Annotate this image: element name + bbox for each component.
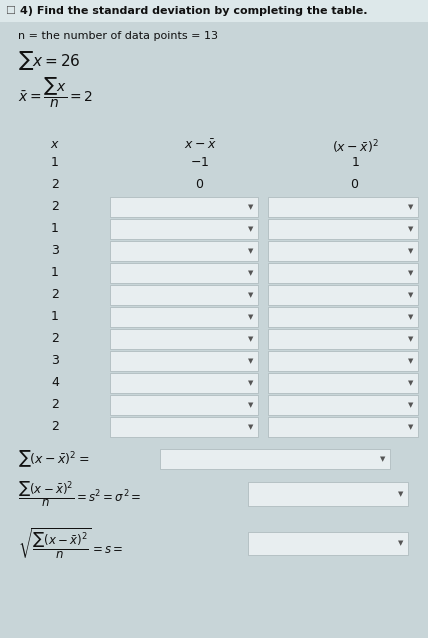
FancyBboxPatch shape <box>268 329 418 349</box>
Text: ▼: ▼ <box>248 226 254 232</box>
FancyBboxPatch shape <box>248 532 408 555</box>
Text: ▼: ▼ <box>248 270 254 276</box>
Text: $\dfrac{\sum(x - \bar{x})^2}{n} = s^2 = \sigma^2 =$: $\dfrac{\sum(x - \bar{x})^2}{n} = s^2 = … <box>18 479 142 509</box>
FancyBboxPatch shape <box>268 395 418 415</box>
Text: $x - \bar{x}$: $x - \bar{x}$ <box>184 138 216 151</box>
Text: 1: 1 <box>51 311 59 323</box>
FancyBboxPatch shape <box>268 219 418 239</box>
Text: $1$: $1$ <box>351 156 360 170</box>
Text: ▼: ▼ <box>408 292 414 298</box>
Text: $\sum(x - \bar{x})^2 =$: $\sum(x - \bar{x})^2 =$ <box>18 449 89 470</box>
Text: ▼: ▼ <box>408 336 414 342</box>
FancyBboxPatch shape <box>110 197 258 217</box>
FancyBboxPatch shape <box>268 307 418 327</box>
Text: ▼: ▼ <box>380 456 386 462</box>
Text: ▼: ▼ <box>248 402 254 408</box>
Text: 2: 2 <box>51 200 59 214</box>
Text: ▼: ▼ <box>408 402 414 408</box>
FancyBboxPatch shape <box>268 351 418 371</box>
Text: ▼: ▼ <box>248 292 254 298</box>
FancyBboxPatch shape <box>268 373 418 393</box>
FancyBboxPatch shape <box>110 373 258 393</box>
Text: ▼: ▼ <box>248 336 254 342</box>
Text: ▼: ▼ <box>408 358 414 364</box>
FancyBboxPatch shape <box>110 241 258 261</box>
FancyBboxPatch shape <box>110 329 258 349</box>
Text: 1: 1 <box>51 223 59 235</box>
Text: $x$: $x$ <box>50 138 60 151</box>
Text: ▼: ▼ <box>408 380 414 386</box>
Text: ▼: ▼ <box>408 424 414 430</box>
Text: $(x - \bar{x})^2$: $(x - \bar{x})^2$ <box>332 138 378 156</box>
FancyBboxPatch shape <box>268 417 418 437</box>
Text: ▼: ▼ <box>248 380 254 386</box>
FancyBboxPatch shape <box>268 241 418 261</box>
FancyBboxPatch shape <box>248 482 408 506</box>
Text: 2: 2 <box>51 288 59 302</box>
FancyBboxPatch shape <box>268 263 418 283</box>
Text: $\sqrt{\dfrac{\sum(x - \bar{x})^2}{n}} = s =$: $\sqrt{\dfrac{\sum(x - \bar{x})^2}{n}} =… <box>18 527 123 561</box>
FancyBboxPatch shape <box>268 197 418 217</box>
Text: ▼: ▼ <box>248 314 254 320</box>
Text: ▼: ▼ <box>408 270 414 276</box>
Text: ▼: ▼ <box>398 540 404 547</box>
Text: 1: 1 <box>51 156 59 170</box>
Text: ▼: ▼ <box>408 248 414 254</box>
Text: 3: 3 <box>51 355 59 367</box>
FancyBboxPatch shape <box>0 0 428 22</box>
Text: ▼: ▼ <box>408 204 414 210</box>
Text: $0$: $0$ <box>196 179 205 191</box>
Text: $-1$: $-1$ <box>190 156 210 170</box>
Text: 2: 2 <box>51 179 59 191</box>
FancyBboxPatch shape <box>110 395 258 415</box>
FancyBboxPatch shape <box>110 417 258 437</box>
Text: ▼: ▼ <box>248 424 254 430</box>
Text: $0$: $0$ <box>351 179 360 191</box>
Text: 4: 4 <box>51 376 59 390</box>
Text: ▼: ▼ <box>248 248 254 254</box>
FancyBboxPatch shape <box>110 351 258 371</box>
Text: ▼: ▼ <box>398 491 404 497</box>
FancyBboxPatch shape <box>110 219 258 239</box>
Text: n = the number of data points = 13: n = the number of data points = 13 <box>18 31 218 41</box>
Text: 4) Find the standard deviation by completing the table.: 4) Find the standard deviation by comple… <box>20 6 368 16</box>
Text: ▼: ▼ <box>248 204 254 210</box>
Text: ▼: ▼ <box>248 358 254 364</box>
Text: $\sum x = 26$: $\sum x = 26$ <box>18 48 81 71</box>
FancyBboxPatch shape <box>160 449 390 469</box>
Text: ☐: ☐ <box>5 6 15 16</box>
Text: 3: 3 <box>51 244 59 258</box>
FancyBboxPatch shape <box>268 285 418 305</box>
FancyBboxPatch shape <box>110 263 258 283</box>
Text: ▼: ▼ <box>408 314 414 320</box>
Text: 2: 2 <box>51 420 59 433</box>
FancyBboxPatch shape <box>110 285 258 305</box>
Text: 2: 2 <box>51 399 59 412</box>
Text: $\bar{x} = \dfrac{\sum x}{n} = 2$: $\bar{x} = \dfrac{\sum x}{n} = 2$ <box>18 76 93 110</box>
FancyBboxPatch shape <box>110 307 258 327</box>
Text: 2: 2 <box>51 332 59 346</box>
Text: ▼: ▼ <box>408 226 414 232</box>
Text: 1: 1 <box>51 267 59 279</box>
